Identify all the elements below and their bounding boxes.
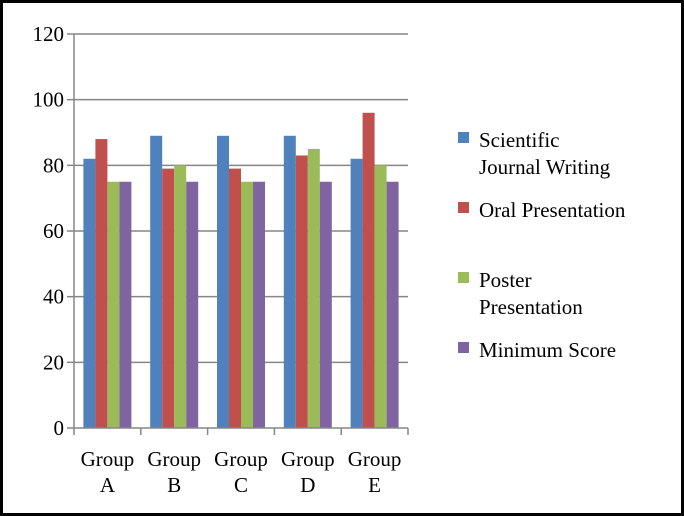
bar	[229, 168, 241, 428]
legend-label: Oral Presentation	[479, 198, 626, 222]
bar	[83, 158, 96, 428]
bar	[174, 165, 187, 429]
bar	[350, 158, 363, 428]
x-category-label: C	[234, 473, 248, 497]
x-category-label: Group	[348, 447, 402, 471]
legend-swatch	[458, 132, 469, 143]
bar	[186, 181, 199, 428]
x-category-label: D	[300, 473, 315, 497]
bar	[150, 135, 163, 429]
y-tick-label: 80	[43, 153, 64, 177]
x-category-label: Group	[81, 447, 135, 471]
legend-label: Minimum Score	[479, 338, 616, 362]
x-category-label: Group	[147, 447, 201, 471]
bar	[374, 165, 387, 429]
bar	[283, 135, 296, 429]
bar	[107, 181, 120, 428]
y-tick-label: 20	[43, 350, 64, 374]
axes	[67, 33, 409, 435]
bar	[307, 148, 320, 428]
bar	[386, 181, 399, 428]
x-category-label: A	[100, 473, 116, 497]
bar	[319, 181, 332, 428]
legend-swatch	[458, 272, 469, 283]
x-category-label: E	[368, 473, 381, 497]
legend: Scientific Journal Writing Oral Presentati…	[458, 128, 626, 362]
x-category-label: B	[167, 473, 181, 497]
bar	[95, 139, 108, 429]
y-tick-label: 0	[54, 416, 65, 440]
legend-label: Scientific	[479, 128, 559, 152]
bar	[253, 181, 265, 428]
y-tick-label: 40	[43, 285, 64, 309]
bars	[83, 112, 399, 429]
bar	[362, 112, 375, 429]
bar	[295, 155, 308, 428]
x-category-label: Group	[281, 447, 335, 471]
x-category-label: Group	[214, 447, 268, 471]
y-tick-label: 60	[43, 219, 64, 243]
legend-label: Presentation	[479, 295, 583, 319]
bar	[162, 168, 175, 428]
y-tick-label: 120	[33, 22, 65, 46]
legend-swatch	[458, 202, 469, 213]
bar	[241, 181, 253, 428]
legend-label: Poster	[479, 268, 532, 292]
bar	[217, 135, 229, 429]
y-axis-ticks: 0 20 40 60 80 100 120	[33, 22, 65, 440]
bar	[119, 181, 132, 428]
legend-swatch	[458, 342, 469, 353]
legend-label: Journal Writing	[479, 155, 611, 179]
y-tick-label: 100	[33, 88, 65, 112]
